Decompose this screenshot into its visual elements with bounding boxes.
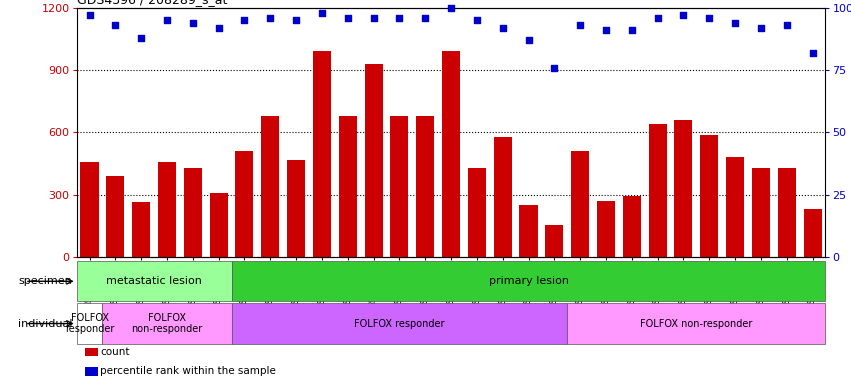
- Bar: [568, 303, 825, 344]
- Bar: [77, 303, 102, 344]
- Text: FOLFOX responder: FOLFOX responder: [354, 318, 444, 329]
- Bar: [545, 225, 563, 257]
- Text: FOLFOX
non-responder: FOLFOX non-responder: [131, 313, 203, 334]
- Point: [237, 17, 251, 23]
- Point: [264, 15, 277, 21]
- Bar: [674, 120, 693, 257]
- Bar: [623, 196, 641, 257]
- Bar: [106, 176, 124, 257]
- Bar: [778, 168, 796, 257]
- Point: [522, 37, 535, 43]
- Text: GDS4396 / 208289_s_at: GDS4396 / 208289_s_at: [77, 0, 227, 7]
- Bar: [391, 116, 408, 257]
- Point: [677, 12, 690, 18]
- Point: [367, 15, 380, 21]
- Bar: [803, 209, 821, 257]
- Point: [134, 35, 148, 41]
- Point: [780, 22, 793, 28]
- Bar: [571, 151, 589, 257]
- Text: FOLFOX non-responder: FOLFOX non-responder: [640, 318, 752, 329]
- Bar: [236, 151, 254, 257]
- Bar: [468, 168, 486, 257]
- Bar: [209, 193, 228, 257]
- Point: [392, 15, 406, 21]
- Bar: [287, 159, 306, 257]
- Point: [109, 22, 123, 28]
- Bar: [313, 51, 331, 257]
- Text: primary lesion: primary lesion: [488, 276, 568, 286]
- Point: [754, 25, 768, 31]
- Bar: [700, 134, 718, 257]
- Bar: [231, 303, 568, 344]
- Point: [83, 12, 96, 18]
- Bar: [519, 205, 538, 257]
- Text: FOLFOX
responder: FOLFOX responder: [65, 313, 114, 334]
- Point: [728, 20, 742, 26]
- Bar: [648, 124, 666, 257]
- Bar: [364, 64, 383, 257]
- Text: percentile rank within the sample: percentile rank within the sample: [100, 366, 277, 376]
- Point: [444, 5, 458, 11]
- Point: [419, 15, 432, 21]
- Point: [186, 20, 200, 26]
- Bar: [102, 303, 231, 344]
- Point: [315, 10, 328, 16]
- Point: [212, 25, 226, 31]
- Point: [341, 15, 355, 21]
- Bar: [494, 137, 511, 257]
- Point: [496, 25, 510, 31]
- Text: specimen: specimen: [19, 276, 72, 286]
- Point: [289, 17, 303, 23]
- Point: [470, 17, 483, 23]
- Point: [702, 15, 716, 21]
- Bar: [77, 261, 231, 301]
- Text: count: count: [100, 347, 130, 357]
- Point: [574, 22, 587, 28]
- Point: [547, 65, 561, 71]
- Bar: [81, 162, 99, 257]
- Point: [625, 27, 638, 33]
- Bar: [442, 51, 460, 257]
- Bar: [726, 157, 744, 257]
- Text: individual: individual: [18, 318, 72, 329]
- Bar: [184, 168, 202, 257]
- Bar: [597, 201, 615, 257]
- Bar: [416, 116, 434, 257]
- Bar: [158, 162, 176, 257]
- Point: [806, 50, 820, 56]
- Point: [160, 17, 174, 23]
- Bar: [132, 202, 150, 257]
- Bar: [231, 261, 825, 301]
- Point: [599, 27, 613, 33]
- Text: metastatic lesion: metastatic lesion: [106, 276, 202, 286]
- Bar: [339, 116, 357, 257]
- Point: [651, 15, 665, 21]
- Bar: [752, 168, 770, 257]
- Bar: [261, 116, 279, 257]
